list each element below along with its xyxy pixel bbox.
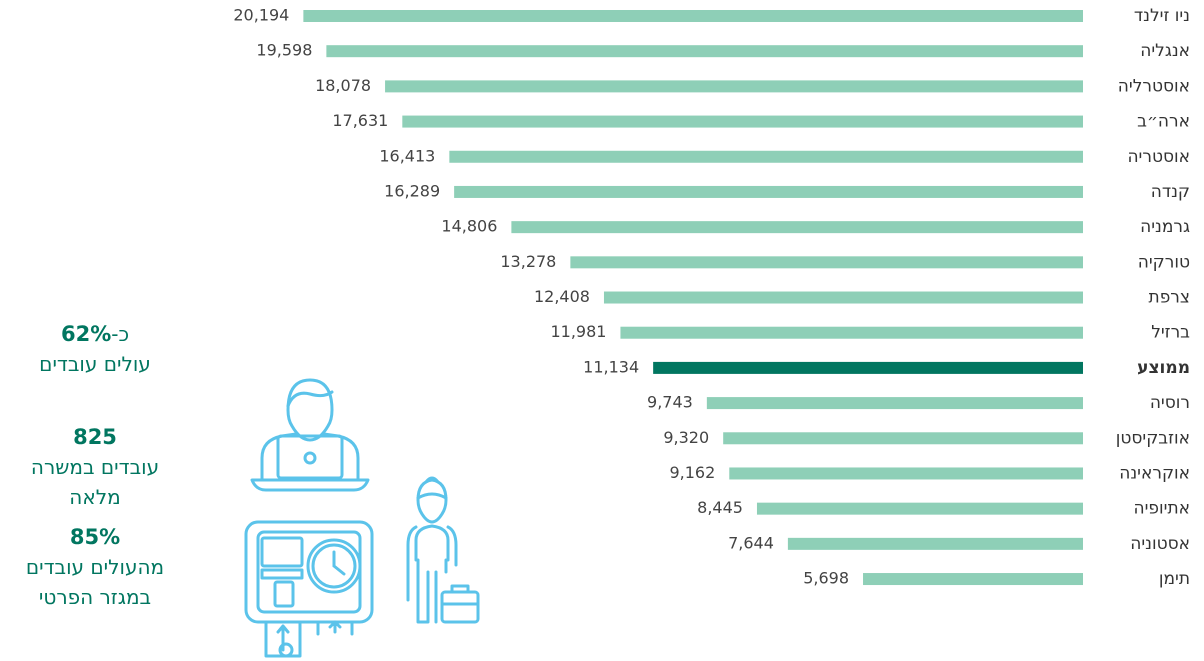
- category-label: רוסיה: [1150, 393, 1190, 413]
- bar: [570, 256, 1083, 269]
- category-label: טורקיה: [1138, 252, 1190, 272]
- stat-value: 85%: [69, 525, 121, 549]
- value-label: 18,078: [315, 76, 371, 95]
- icon-traveler: [406, 476, 480, 624]
- stat-value: 825: [73, 425, 117, 449]
- category-label: קנדה: [1151, 182, 1190, 202]
- bar: [326, 45, 1084, 58]
- bar: [863, 573, 1083, 586]
- stat-text: במגזר הפרטי: [38, 585, 152, 609]
- value-label: 7,644: [728, 533, 774, 552]
- category-label: ניו זילנד: [1134, 6, 1190, 26]
- bar: [449, 150, 1084, 163]
- category-label: אוזבקיסטן: [1116, 428, 1190, 448]
- bar: [756, 502, 1083, 515]
- value-label: 11,134: [583, 357, 639, 376]
- value-label: 13,278: [500, 252, 556, 271]
- bar: [603, 291, 1083, 304]
- stat-text: עובדים במשרה: [30, 455, 160, 479]
- bar: [787, 537, 1083, 550]
- value-label: 5,698: [803, 569, 849, 588]
- bar: [723, 432, 1083, 445]
- bar: [511, 221, 1083, 234]
- category-label: אוקראינה: [1119, 463, 1190, 483]
- bar: [706, 397, 1083, 410]
- value-label: 20,194: [233, 6, 289, 25]
- bar: [653, 361, 1083, 374]
- value-label: 9,162: [669, 463, 715, 482]
- value-label: 17,631: [332, 111, 388, 130]
- value-label: 9,743: [647, 393, 693, 412]
- value-label: 19,598: [256, 41, 312, 60]
- icon-time-clock: [244, 520, 374, 658]
- bar: [303, 10, 1083, 22]
- stat-text: מלאה: [69, 485, 121, 509]
- stat-text: מהעולים עובדים: [25, 555, 165, 579]
- category-label: אוסטריה: [1127, 147, 1190, 167]
- stat-block: 825 עובדים במשרה מלאה: [0, 422, 190, 512]
- stat-value: 62%: [60, 322, 112, 346]
- category-label: תימן: [1159, 569, 1190, 589]
- value-label: 9,320: [663, 428, 709, 447]
- category-label: ממוצע: [1137, 358, 1190, 378]
- value-label: 14,806: [441, 217, 497, 236]
- stat-prefix: כ-: [111, 322, 130, 346]
- stat-text: עולים עובדים: [39, 352, 151, 376]
- bar: [385, 80, 1083, 93]
- bar: [454, 185, 1083, 198]
- category-label: אנגליה: [1140, 41, 1190, 61]
- value-label: 11,981: [550, 322, 606, 341]
- category-label: אתיופיה: [1134, 499, 1191, 519]
- bar: [402, 115, 1083, 128]
- icon-office-worker: [250, 378, 370, 492]
- bar: [620, 326, 1083, 339]
- category-label: צרפת: [1149, 288, 1190, 308]
- value-label: 16,413: [379, 146, 435, 165]
- category-label: אסטוניה: [1130, 534, 1190, 554]
- stat-value-line: כ-62%: [0, 319, 190, 349]
- value-label: 16,289: [384, 181, 440, 200]
- bar: [729, 467, 1083, 480]
- stat-block: 85% מהעולים עובדים במגזר הפרטי: [0, 522, 190, 612]
- stat-block: כ-62% עולים עובדים: [0, 319, 190, 379]
- category-label: גרמניה: [1140, 217, 1190, 237]
- value-label: 8,445: [697, 498, 743, 517]
- category-label: אוסטרליה: [1118, 76, 1190, 96]
- category-label: ברזיל: [1151, 323, 1190, 343]
- category-label: ארה״ב: [1137, 112, 1190, 132]
- value-label: 12,408: [534, 287, 590, 306]
